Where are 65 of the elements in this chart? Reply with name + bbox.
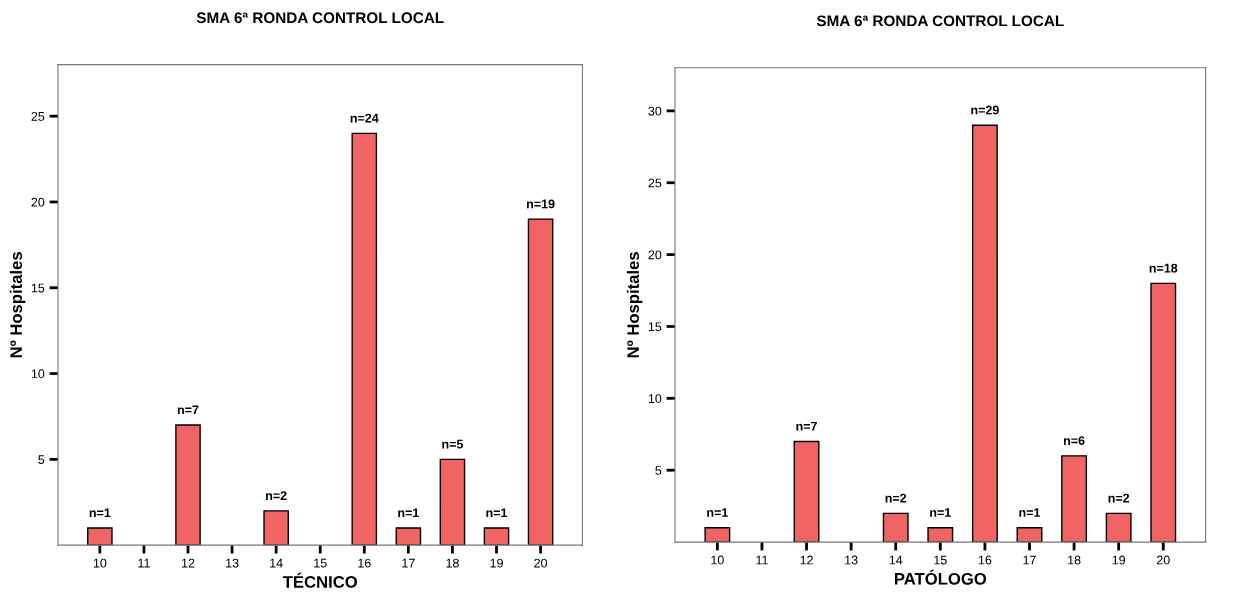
- bar: [1061, 455, 1088, 543]
- x-tick-label: 19: [490, 558, 503, 568]
- x-axis-title: PATÓLOGO: [894, 569, 987, 585]
- x-tick-label: 11: [756, 555, 768, 565]
- data-label: n=1: [1019, 508, 1041, 517]
- x-tick-label: 18: [446, 558, 459, 568]
- x-tick-label: 13: [226, 558, 239, 568]
- y-tick-label: 25: [31, 111, 45, 121]
- y-tick-label: 25: [648, 178, 662, 188]
- x-axis-title: TÉCNICO: [282, 572, 358, 588]
- bar: [1016, 527, 1043, 543]
- bar: [927, 527, 954, 543]
- x-tick-label: 14: [889, 555, 903, 565]
- y-tick-label: 15: [648, 322, 662, 332]
- bar: [704, 527, 731, 543]
- chart-title: SMA 6ª RONDA CONTROL LOCAL: [816, 15, 1064, 27]
- data-label: n=7: [177, 405, 199, 415]
- x-tick-label: 16: [978, 555, 992, 565]
- y-tick-label: 20: [648, 250, 662, 260]
- y-tick-label: 10: [31, 369, 45, 379]
- data-label: n=6: [1063, 436, 1085, 446]
- data-label: n=19: [526, 199, 555, 209]
- x-tick-label: 15: [934, 555, 947, 565]
- data-label: n=5: [442, 439, 464, 449]
- bar: [1150, 282, 1177, 543]
- x-tick-label: 15: [314, 558, 327, 568]
- y-tick-label: 5: [38, 455, 45, 465]
- y-tick-label: 30: [648, 106, 662, 116]
- data-label: n=29: [971, 105, 999, 115]
- x-tick-label: 18: [1068, 555, 1081, 565]
- data-label: n=1: [89, 508, 111, 518]
- y-tick-label: 5: [655, 466, 662, 475]
- x-tick-label: 20: [534, 558, 548, 568]
- y-axis-title: Nº Hospitales: [626, 252, 643, 358]
- data-label: n=1: [398, 508, 419, 518]
- y-tick-label: 10: [648, 394, 662, 403]
- x-tick-label: 10: [711, 555, 724, 565]
- bar: [882, 512, 909, 543]
- x-tick-label: 13: [845, 555, 858, 565]
- data-label: n=1: [486, 508, 508, 518]
- data-label: n=2: [1108, 493, 1130, 503]
- y-tick-label: 20: [31, 197, 45, 207]
- data-label: n=24: [350, 113, 379, 123]
- x-tick-label: 12: [800, 555, 813, 565]
- x-tick-label: 20: [1156, 555, 1170, 565]
- x-tick-label: 16: [358, 558, 371, 568]
- x-tick-label: 12: [182, 558, 195, 568]
- x-tick-label: 10: [93, 558, 107, 568]
- y-tick-label: 15: [31, 283, 45, 293]
- data-label: n=2: [266, 491, 287, 500]
- x-tick-label: 14: [270, 558, 283, 568]
- x-tick-label: 17: [402, 558, 415, 568]
- data-label: n=7: [796, 421, 817, 431]
- chart-title: SMA 6ª RONDA CONTROL LOCAL: [196, 12, 444, 24]
- data-label: n=1: [707, 508, 728, 517]
- x-tick-label: 11: [138, 558, 150, 568]
- data-label: n=18: [1149, 263, 1178, 273]
- data-label: n=2: [885, 493, 907, 503]
- y-axis-title: Nº Hospitales: [9, 252, 26, 358]
- data-label: n=1: [930, 508, 951, 517]
- bar: [793, 440, 820, 543]
- x-tick-label: 19: [1112, 555, 1126, 565]
- x-tick-label: 17: [1023, 555, 1036, 565]
- bar: [1105, 512, 1132, 543]
- bar: [971, 124, 998, 543]
